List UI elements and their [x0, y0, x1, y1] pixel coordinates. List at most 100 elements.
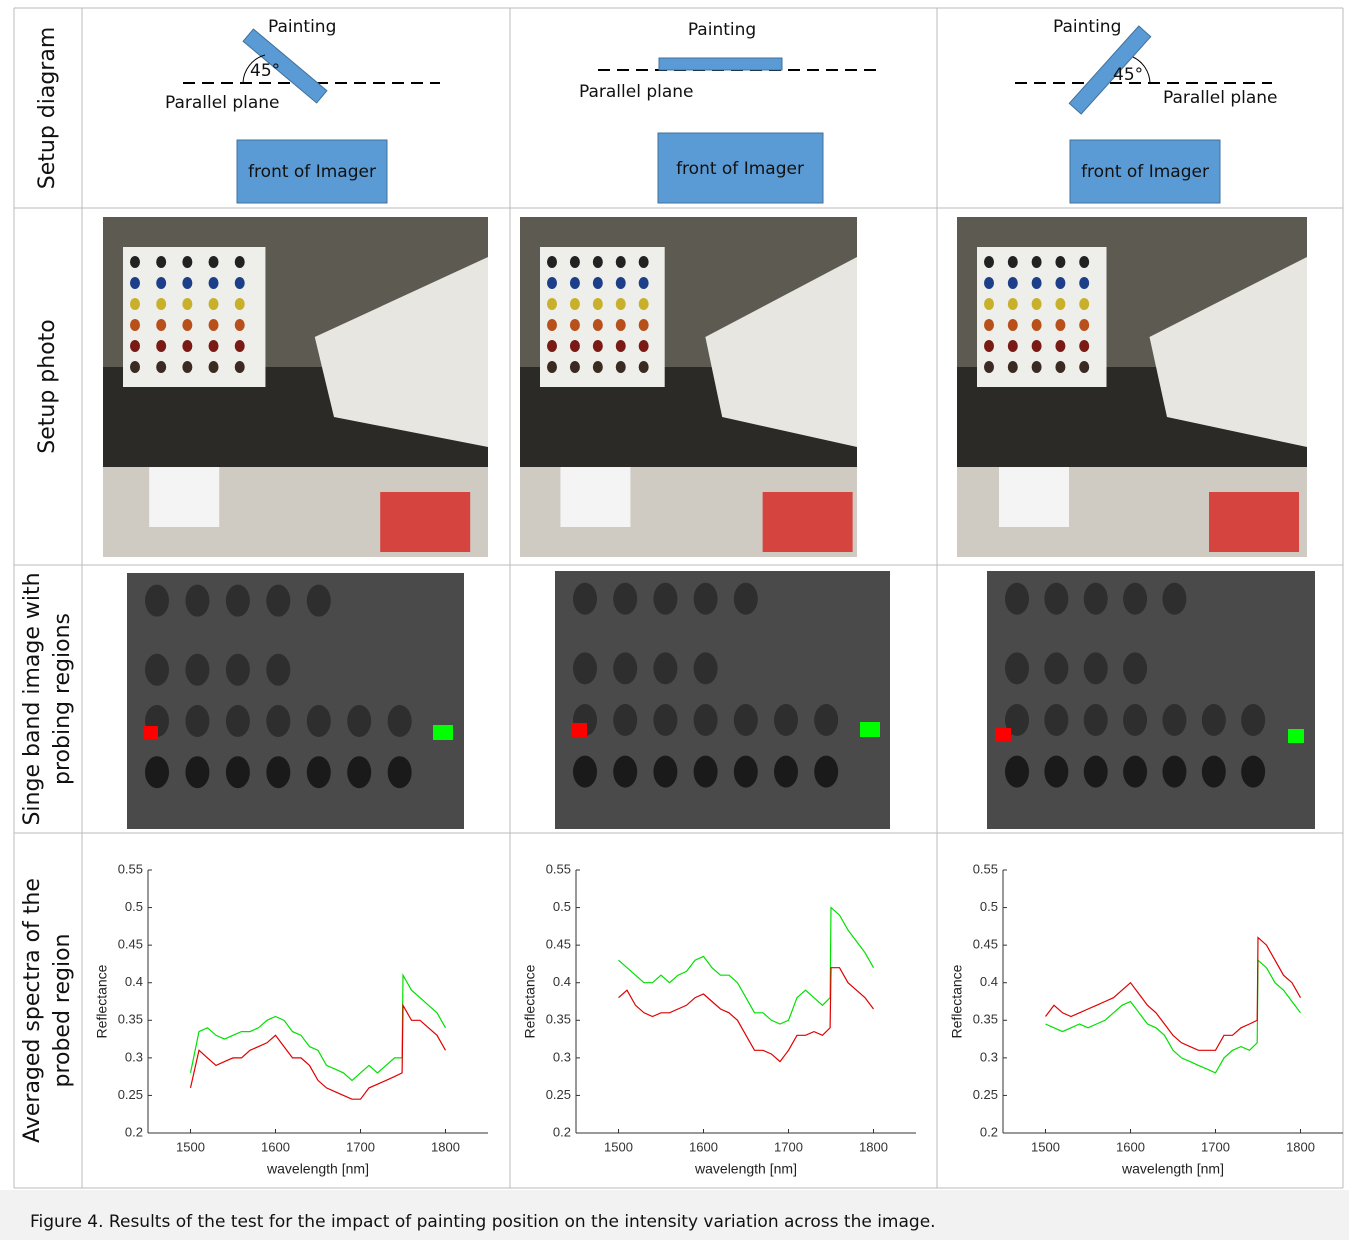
- photo-dot: [208, 340, 219, 352]
- spectrum-line: [618, 906, 875, 1025]
- band-spot: [653, 755, 678, 788]
- angle-arc: [1132, 56, 1151, 84]
- band-spot: [1123, 704, 1148, 736]
- x-tick-label: 1500: [604, 1139, 633, 1154]
- y-tick-label: 0.5: [980, 899, 998, 914]
- photo-dot: [182, 319, 193, 331]
- band-spot: [653, 652, 678, 685]
- diagram-label: 45°: [1113, 65, 1143, 85]
- band-spot: [1044, 704, 1069, 736]
- photo-dot: [615, 340, 626, 352]
- band-spot: [145, 653, 169, 686]
- band-spot: [613, 704, 638, 736]
- photo-dot: [1007, 256, 1018, 268]
- spectrum-line: [189, 1003, 447, 1100]
- band-spot: [1162, 755, 1187, 788]
- photo-dot: [182, 256, 193, 268]
- caption: Figure 4. Results of the test for the im…: [30, 1212, 936, 1232]
- diagram-label: Painting: [268, 17, 336, 37]
- y-tick-label: 0.4: [553, 974, 571, 989]
- probe-region: [143, 726, 158, 739]
- y-tick-label: 0.4: [980, 974, 998, 989]
- band-spot: [185, 756, 210, 789]
- y-tick-label: 0.45: [973, 937, 998, 952]
- band-image: [555, 571, 890, 829]
- band-spot: [1005, 582, 1029, 615]
- photo-dot: [1007, 298, 1018, 310]
- photo-dot: [208, 277, 219, 289]
- y-tick-label: 0.45: [546, 937, 571, 952]
- band-spot: [613, 652, 638, 685]
- spectrum-line: [1045, 936, 1302, 1051]
- photo-dot: [234, 340, 245, 352]
- photo-dot: [234, 361, 245, 373]
- photo-dot: [1055, 361, 1066, 373]
- photo-dot: [208, 361, 219, 373]
- diagram-label: Painting: [688, 20, 756, 40]
- diagram-label: Parallel plane: [165, 93, 280, 113]
- y-axis-label: Reflectance: [94, 964, 110, 1038]
- band-spot: [225, 653, 250, 686]
- band-spot: [185, 584, 210, 617]
- x-tick-label: 1800: [431, 1139, 460, 1154]
- y-axis-label: Reflectance: [949, 964, 965, 1038]
- photo-dot: [1055, 319, 1066, 331]
- band-spot: [347, 705, 372, 737]
- photo-card: [999, 467, 1069, 527]
- photo-dot: [592, 256, 603, 268]
- band-spot: [185, 705, 210, 737]
- x-tick-label: 1500: [176, 1139, 205, 1154]
- diagram-label: Parallel plane: [1163, 88, 1278, 108]
- photo-dot: [615, 298, 626, 310]
- band-spot: [814, 755, 839, 788]
- photo-dot: [1031, 340, 1042, 352]
- band-spot: [733, 704, 758, 736]
- band-spot: [774, 755, 798, 788]
- imager-box: [236, 139, 388, 204]
- band-spot: [693, 704, 718, 736]
- photo-dot: [984, 298, 994, 310]
- photo-dot: [569, 298, 580, 310]
- photo-dot: [182, 277, 193, 289]
- band-spot: [693, 652, 718, 685]
- band-spot: [693, 582, 718, 615]
- y-tick-label: 0.5: [553, 899, 571, 914]
- x-axis-label: wavelength [nm]: [694, 1161, 797, 1177]
- photo-dot: [569, 256, 580, 268]
- photo-dot: [638, 361, 649, 373]
- band-spot: [1044, 755, 1069, 788]
- band-spot: [1162, 582, 1187, 615]
- photo-logo: [1209, 492, 1299, 552]
- photo-dot: [569, 319, 580, 331]
- diagram-label: Painting: [1053, 17, 1121, 37]
- band-spot: [1123, 755, 1148, 788]
- photo-dot: [182, 340, 193, 352]
- photo-dot: [1055, 256, 1066, 268]
- band-spot: [1241, 704, 1266, 736]
- band-spot: [814, 704, 839, 736]
- x-tick-label: 1800: [1286, 1139, 1315, 1154]
- band-spot: [225, 584, 250, 617]
- photo-dot: [208, 256, 219, 268]
- photo-dot: [130, 361, 140, 373]
- band-spot: [1044, 652, 1069, 685]
- y-tick-label: 0.25: [973, 1087, 998, 1102]
- angle-arc: [242, 54, 266, 84]
- painting-shape: [242, 28, 328, 104]
- photo-dot: [1079, 361, 1090, 373]
- photo-dot: [547, 319, 557, 331]
- photo-table: [1149, 257, 1307, 447]
- band-spot: [1083, 652, 1108, 685]
- diagram-label: Parallel plane: [579, 82, 694, 102]
- y-axis-label: Reflectance: [522, 964, 538, 1038]
- band-image: [127, 573, 464, 829]
- y-tick-label: 0.25: [546, 1087, 571, 1102]
- band-spot: [1123, 582, 1148, 615]
- photo-dot: [130, 340, 140, 352]
- photo-dot: [234, 298, 245, 310]
- band-spot: [653, 582, 678, 615]
- photo-dot: [592, 298, 603, 310]
- photo-dot: [156, 298, 167, 310]
- photo-dot: [208, 319, 219, 331]
- y-tick-label: 0.55: [118, 861, 143, 876]
